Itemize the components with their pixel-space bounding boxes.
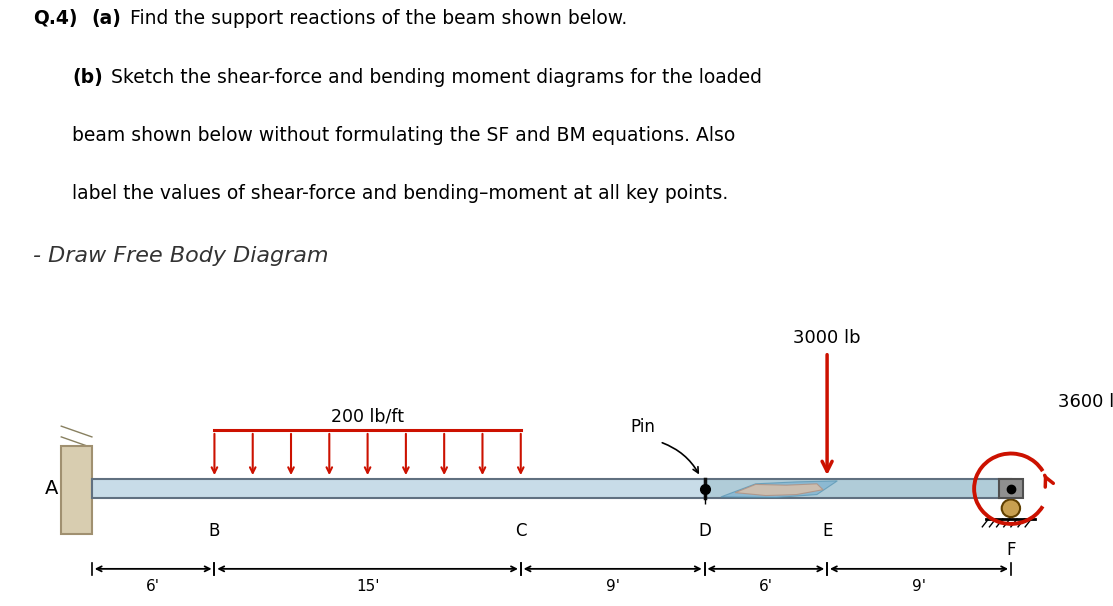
Bar bbox=[61, 445, 92, 534]
Text: - Draw Free Body Diagram: - Draw Free Body Diagram bbox=[33, 245, 328, 265]
Text: (b): (b) bbox=[72, 68, 104, 87]
Text: 9': 9' bbox=[912, 579, 926, 594]
Text: Find the support reactions of the beam shown below.: Find the support reactions of the beam s… bbox=[130, 10, 628, 28]
Text: (a): (a) bbox=[91, 10, 121, 28]
Bar bbox=[705, 479, 1011, 499]
Bar bbox=[92, 479, 705, 499]
Text: 200 lb/ft: 200 lb/ft bbox=[331, 407, 404, 425]
Text: beam shown below without formulating the SF and BM equations. Also: beam shown below without formulating the… bbox=[72, 126, 736, 145]
Text: Sketch the shear-force and bending moment diagrams for the loaded: Sketch the shear-force and bending momen… bbox=[111, 68, 762, 87]
Text: 6': 6' bbox=[146, 579, 160, 594]
Text: 15': 15' bbox=[356, 579, 380, 594]
Polygon shape bbox=[736, 484, 823, 496]
Text: Pin: Pin bbox=[631, 418, 656, 436]
Circle shape bbox=[1002, 499, 1021, 517]
Polygon shape bbox=[721, 481, 837, 498]
Text: 3600 lb-ft: 3600 lb-ft bbox=[1057, 393, 1113, 410]
Text: 3000 lb: 3000 lb bbox=[794, 329, 860, 347]
Text: C: C bbox=[515, 522, 526, 540]
Text: 9': 9' bbox=[605, 579, 620, 594]
Bar bbox=[998, 479, 1023, 499]
Text: A: A bbox=[45, 479, 58, 498]
Text: label the values of shear-force and bending–moment at all key points.: label the values of shear-force and bend… bbox=[72, 184, 729, 204]
Text: E: E bbox=[821, 522, 833, 540]
Text: D: D bbox=[698, 522, 711, 540]
Text: 6': 6' bbox=[759, 579, 772, 594]
Text: F: F bbox=[1006, 542, 1016, 559]
Text: B: B bbox=[209, 522, 220, 540]
Text: Q.4): Q.4) bbox=[33, 10, 78, 28]
